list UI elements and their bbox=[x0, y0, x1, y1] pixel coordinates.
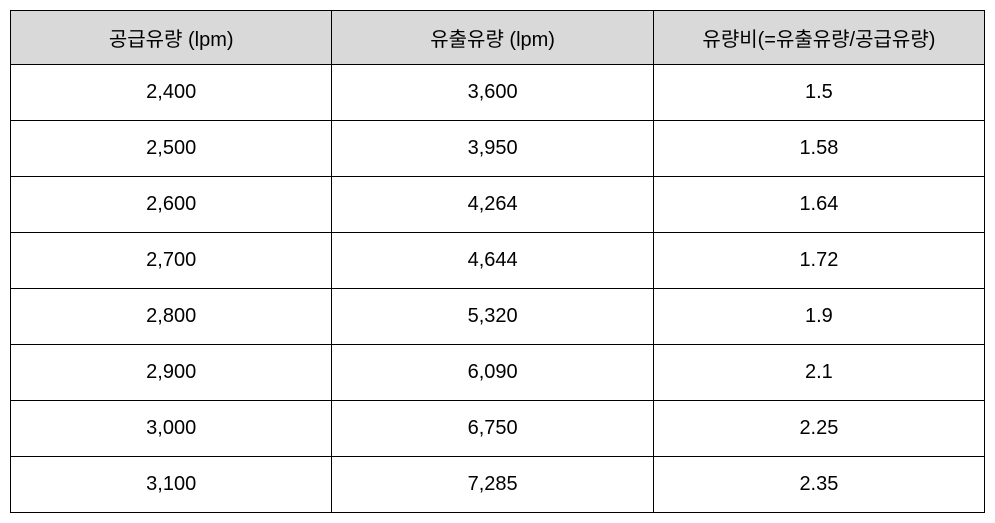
table-header-row: 공급유량 (lpm) 유출유량 (lpm) 유량비(=유출유량/공급유량) bbox=[11, 11, 985, 65]
table-row: 2,700 4,644 1.72 bbox=[11, 233, 985, 289]
cell-outflow: 3,600 bbox=[332, 65, 653, 121]
column-header-flow-ratio: 유량비(=유출유량/공급유량) bbox=[653, 11, 984, 65]
table-row: 2,800 5,320 1.9 bbox=[11, 289, 985, 345]
cell-supply-flow: 2,500 bbox=[11, 121, 332, 177]
column-header-supply-flow: 공급유량 (lpm) bbox=[11, 11, 332, 65]
cell-flow-ratio: 1.5 bbox=[653, 65, 984, 121]
cell-supply-flow: 2,600 bbox=[11, 177, 332, 233]
cell-outflow: 6,090 bbox=[332, 345, 653, 401]
cell-outflow: 6,750 bbox=[332, 401, 653, 457]
cell-outflow: 5,320 bbox=[332, 289, 653, 345]
cell-flow-ratio: 2.1 bbox=[653, 345, 984, 401]
table-row: 3,100 7,285 2.35 bbox=[11, 457, 985, 513]
cell-supply-flow: 2,400 bbox=[11, 65, 332, 121]
cell-supply-flow: 2,900 bbox=[11, 345, 332, 401]
table-row: 2,900 6,090 2.1 bbox=[11, 345, 985, 401]
cell-flow-ratio: 1.9 bbox=[653, 289, 984, 345]
cell-flow-ratio: 2.25 bbox=[653, 401, 984, 457]
cell-supply-flow: 2,700 bbox=[11, 233, 332, 289]
cell-outflow: 4,644 bbox=[332, 233, 653, 289]
table-row: 2,400 3,600 1.5 bbox=[11, 65, 985, 121]
cell-outflow: 7,285 bbox=[332, 457, 653, 513]
cell-flow-ratio: 1.58 bbox=[653, 121, 984, 177]
table-row: 2,600 4,264 1.64 bbox=[11, 177, 985, 233]
cell-flow-ratio: 1.72 bbox=[653, 233, 984, 289]
cell-supply-flow: 3,100 bbox=[11, 457, 332, 513]
table-row: 3,000 6,750 2.25 bbox=[11, 401, 985, 457]
column-header-outflow: 유출유량 (lpm) bbox=[332, 11, 653, 65]
cell-outflow: 3,950 bbox=[332, 121, 653, 177]
cell-supply-flow: 2,800 bbox=[11, 289, 332, 345]
flow-rate-table: 공급유량 (lpm) 유출유량 (lpm) 유량비(=유출유량/공급유량) 2,… bbox=[10, 10, 985, 513]
cell-supply-flow: 3,000 bbox=[11, 401, 332, 457]
cell-flow-ratio: 1.64 bbox=[653, 177, 984, 233]
table-row: 2,500 3,950 1.58 bbox=[11, 121, 985, 177]
cell-flow-ratio: 2.35 bbox=[653, 457, 984, 513]
cell-outflow: 4,264 bbox=[332, 177, 653, 233]
